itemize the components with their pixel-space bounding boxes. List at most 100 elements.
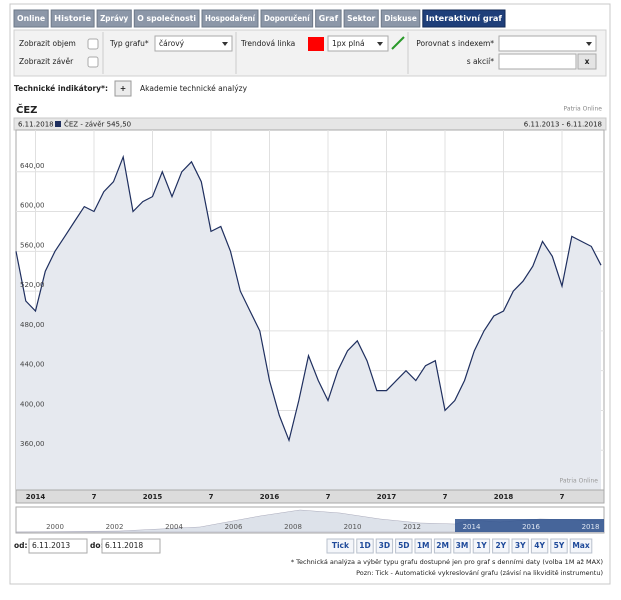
tab-label: Interaktivní graf <box>426 14 503 23</box>
tab[interactable] <box>422 9 506 28</box>
navigator-label: 2004 <box>165 523 183 531</box>
legend: ČEZ - závěr 545,50 <box>64 120 131 129</box>
legend-value: 545,50 <box>107 121 132 129</box>
tab[interactable] <box>133 9 200 28</box>
label: s akcií* <box>467 57 495 66</box>
navigator-label: 2008 <box>284 523 302 531</box>
select[interactable] <box>498 35 597 52</box>
label: Porovnat s indexem* <box>416 39 494 48</box>
x-tick-label: 2017 <box>377 493 397 501</box>
select[interactable] <box>327 35 389 52</box>
input[interactable] <box>28 538 88 554</box>
period-button[interactable] <box>326 538 355 554</box>
x-tick-label: 7 <box>209 493 214 501</box>
chart-title: ČEZ <box>16 103 37 116</box>
period-label: 2M <box>436 541 449 550</box>
legend-swatch <box>55 121 61 127</box>
tab[interactable] <box>50 9 95 28</box>
period-button[interactable] <box>472 538 491 554</box>
period-label: 4Y <box>534 541 545 550</box>
x-tick-label: 2018 <box>494 493 514 501</box>
legend-name: ČEZ - závěr <box>64 120 104 129</box>
input[interactable] <box>101 538 161 554</box>
select[interactable] <box>154 35 233 52</box>
checkbox[interactable] <box>87 38 99 50</box>
source: Patria Online <box>564 106 603 113</box>
y-tick-label: 440,00 <box>20 361 45 369</box>
period-label: 5Y <box>554 541 565 550</box>
period-button[interactable] <box>356 538 374 554</box>
input[interactable] <box>498 53 577 70</box>
tab[interactable] <box>13 9 49 28</box>
period-button[interactable] <box>433 538 452 554</box>
x-tick-label: 7 <box>560 493 565 501</box>
x-tick-label: 2015 <box>143 493 163 501</box>
select-value: 1px plná <box>332 39 365 48</box>
navigator-label: 2016 <box>522 523 540 531</box>
watermark: Patria Online <box>560 478 599 485</box>
add-button[interactable] <box>114 80 132 97</box>
y-tick-label: 640,00 <box>20 162 45 170</box>
navigator-selection[interactable] <box>455 519 604 532</box>
clear-button[interactable] <box>577 53 597 70</box>
y-tick-label: 560,00 <box>20 241 45 249</box>
navigator-label: 2002 <box>106 523 124 531</box>
tab-bar: Online Historie Zprávy O společnosti Hospoda… <box>13 9 506 28</box>
period-button[interactable] <box>511 538 529 554</box>
arrow <box>222 42 228 46</box>
from-date: 6.11.2013 <box>32 541 70 550</box>
note: * Technická analýza a výběr typu grafu d… <box>291 558 603 566</box>
tab[interactable] <box>96 9 132 28</box>
x-tick-label: 2016 <box>260 493 280 501</box>
header-range: 6.11.2013 - 6.11.2018 <box>524 121 602 129</box>
x-tick-label: 7 <box>92 493 97 501</box>
label: Zobrazit závěr <box>19 57 74 66</box>
label: Zobrazit objem <box>19 39 76 48</box>
tab[interactable] <box>260 9 314 28</box>
navigator-label: 2012 <box>403 523 421 531</box>
period-button[interactable] <box>492 538 510 554</box>
tab[interactable] <box>380 9 421 28</box>
add-label: + <box>120 84 126 93</box>
arrow <box>377 42 383 46</box>
period-button[interactable] <box>453 538 471 554</box>
period-buttons: Tick 1D 3D 5D 1M 2M 3M 1Y 2Y 3Y 4Y 5Y Max <box>326 538 593 554</box>
period-label: 2Y <box>495 541 506 550</box>
tab-label: Sektor <box>347 14 375 23</box>
tab-label: Diskuse <box>384 14 417 23</box>
y-tick-label: 400,00 <box>20 400 45 408</box>
plot: 360,00 400,00 440,00 480,00 520,00 560,00 600,… <box>15 130 604 490</box>
period-button[interactable] <box>375 538 394 554</box>
label: Trendová linka <box>240 39 295 48</box>
tab-label: Online <box>17 14 45 23</box>
indicators-label: Technické indikátory*: <box>14 84 108 93</box>
to-label: do: <box>90 541 104 550</box>
period-button[interactable] <box>414 538 432 554</box>
x-axis: 2014 7 2015 7 2016 7 2017 7 2018 7 <box>26 493 565 501</box>
period-button[interactable] <box>530 538 549 554</box>
x-tick-label: 7 <box>443 493 448 501</box>
select-value: čárový <box>159 39 185 48</box>
tab-label: Doporučení <box>264 14 310 23</box>
navigator-label: 2000 <box>46 523 64 531</box>
tab-label: Graf <box>319 14 339 23</box>
period-label: Tick <box>332 541 350 550</box>
period-button[interactable] <box>569 538 593 554</box>
period-label: 1Y <box>476 541 487 550</box>
x-axis-band <box>15 489 605 504</box>
period-label: 3Y <box>515 541 526 550</box>
period-button[interactable] <box>395 538 413 554</box>
period-button[interactable] <box>550 538 568 554</box>
link[interactable]: Akademie technické analýzy <box>140 84 248 93</box>
checkbox[interactable] <box>87 56 99 68</box>
tab[interactable] <box>201 9 259 28</box>
tab[interactable] <box>315 9 342 28</box>
x-tick-label: 2014 <box>26 493 46 501</box>
y-tick-label: 360,00 <box>20 440 45 448</box>
color-swatch[interactable] <box>308 37 324 51</box>
navigator-labels: 2000 2002 2004 2006 2008 2010 2012 2014 2016 2018 <box>46 523 599 531</box>
pen-icon[interactable] <box>391 36 405 50</box>
from-label: od: <box>14 541 28 550</box>
tab[interactable] <box>343 9 379 28</box>
period-label: 3M <box>456 541 469 550</box>
